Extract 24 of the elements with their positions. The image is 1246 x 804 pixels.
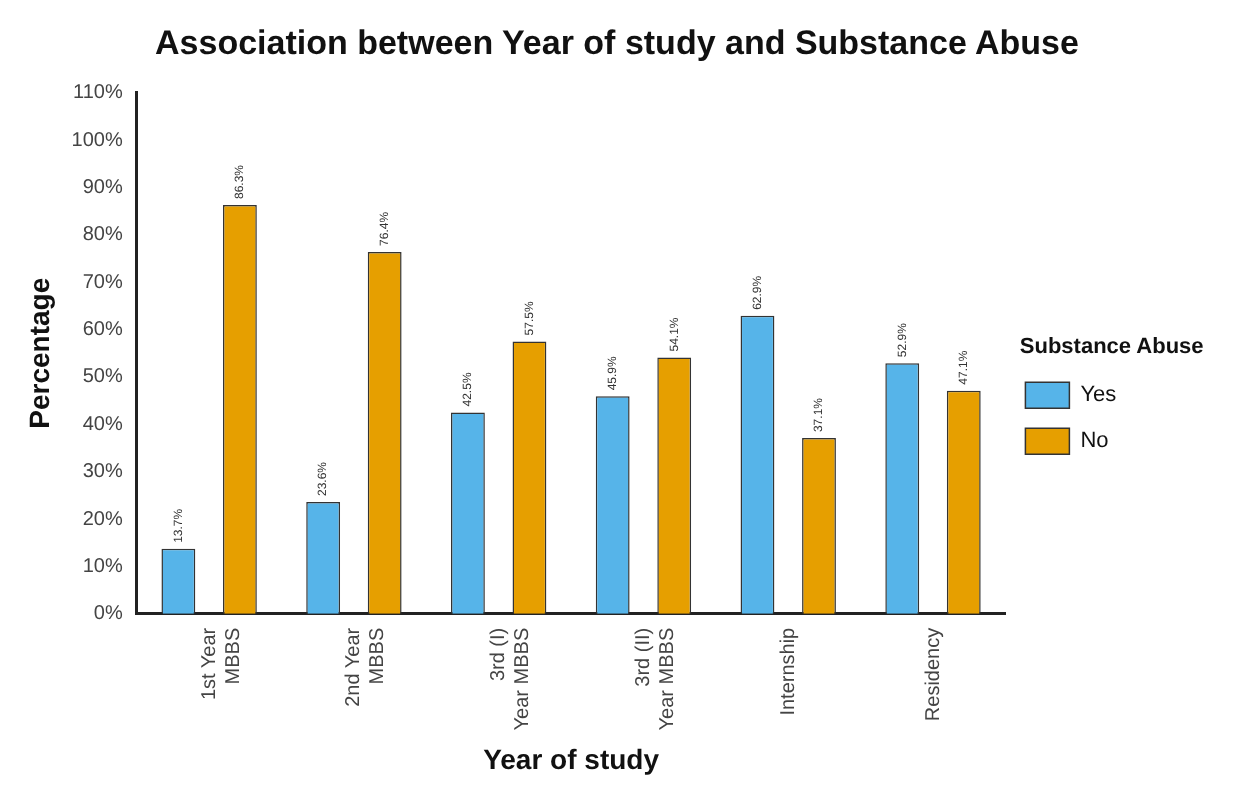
y-tick-label: 0% xyxy=(93,603,123,626)
y-tick-label: 50% xyxy=(82,366,123,389)
y-tick-label: 60% xyxy=(82,319,123,342)
x-tick-label: 3rd (I) Year MBBS xyxy=(488,627,535,731)
x-tick-label: 2nd Year MBBS xyxy=(343,626,390,707)
y-tick-label: 100% xyxy=(71,129,123,152)
x-axis-title: Year of study xyxy=(483,742,660,775)
legend-label: Yes xyxy=(1080,383,1118,408)
y-tick-label: 10% xyxy=(82,555,123,578)
x-tick-label: Internship xyxy=(777,626,800,716)
legend-label: No xyxy=(1080,429,1109,454)
y-tick-label: 80% xyxy=(82,224,123,247)
x-tick-label: Residency xyxy=(922,627,945,722)
x-tick-label: 1st Year MBBS xyxy=(198,626,245,701)
y-tick-label: 20% xyxy=(82,508,123,531)
y-tick-label: 40% xyxy=(82,413,123,436)
y-tick-label: 70% xyxy=(82,271,123,294)
y-tick-label: 90% xyxy=(82,177,123,200)
chart-title: Association between Year of study and Substance Abuse xyxy=(155,23,1079,62)
legend-title: Substance Abuse xyxy=(1019,334,1204,359)
x-tick-label: 3rd (II) Year MBBS xyxy=(632,627,679,731)
y-tick-label: 110% xyxy=(73,82,123,105)
y-axis-title: Percentage xyxy=(22,277,55,429)
y-tick-label: 30% xyxy=(82,461,123,484)
